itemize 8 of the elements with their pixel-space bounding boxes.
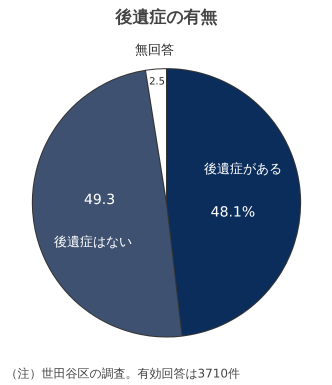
text: （注）世田谷区の調査。有効回答は3710件 (6, 366, 240, 380)
slice-label: 後遺症はない (54, 234, 132, 250)
slice-label: 後遺症がある (204, 162, 282, 177)
chart-title: 後遺症の有無 (114, 8, 218, 28)
slice-label: 無回答 (135, 43, 174, 58)
data-label: 2.5 (149, 76, 165, 88)
data-label: 49.3 (84, 192, 116, 208)
data-label: 48.1% (210, 204, 256, 220)
